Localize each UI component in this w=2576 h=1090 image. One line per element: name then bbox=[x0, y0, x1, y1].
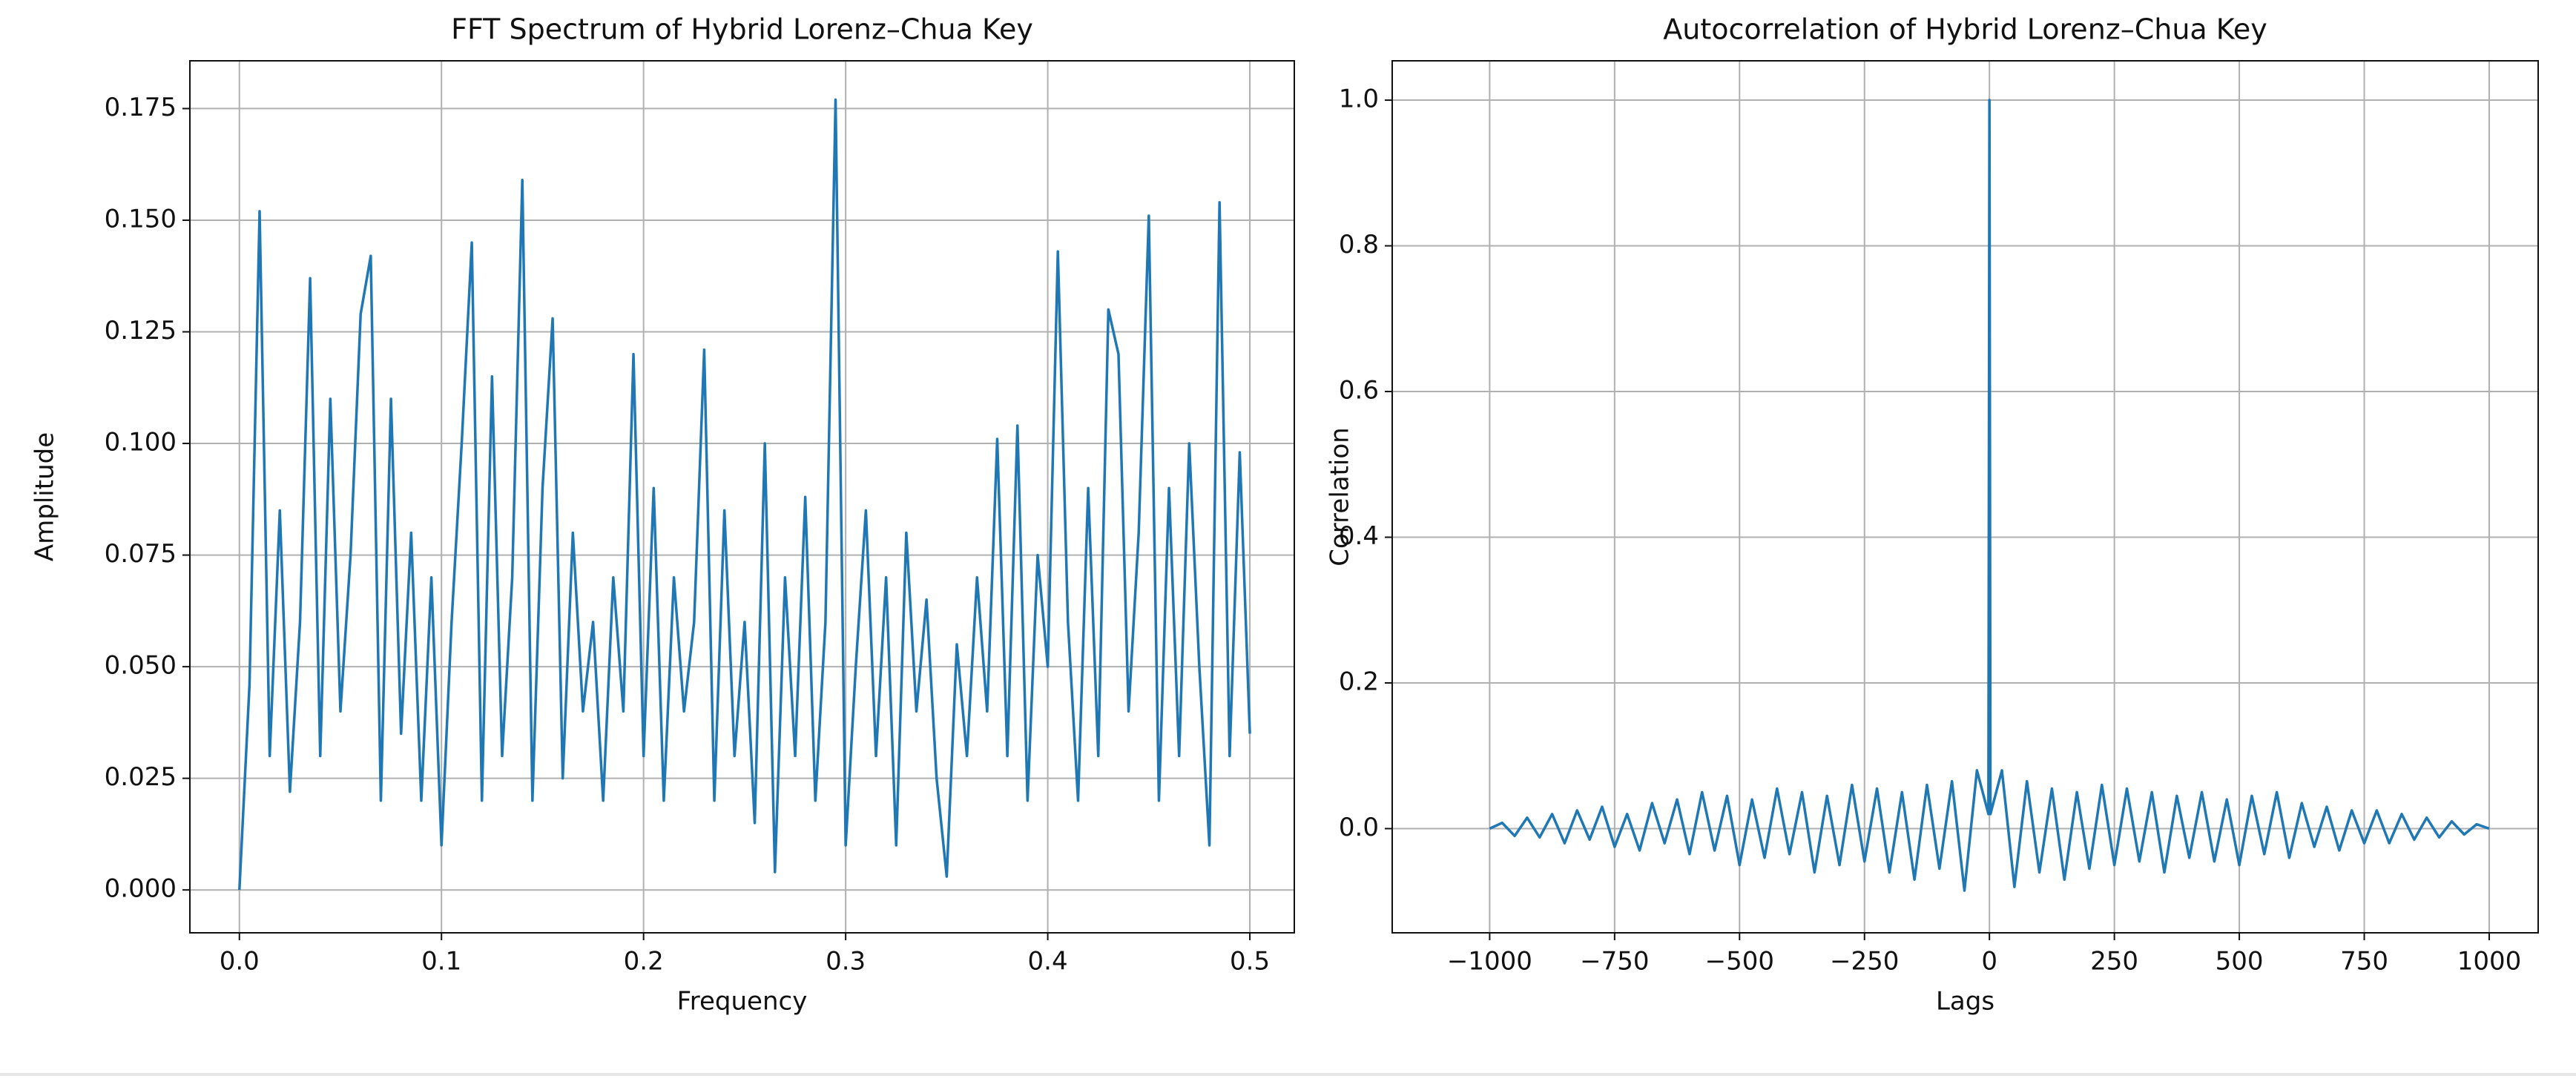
y-tick-label: 0.050 bbox=[105, 651, 177, 681]
chart-title: Autocorrelation of Hybrid Lorenz–Chua Ke… bbox=[1663, 13, 2267, 46]
x-axis-label: Lags bbox=[1936, 987, 1994, 1017]
x-tick-label: −250 bbox=[1830, 947, 1899, 977]
x-tick-label: 0 bbox=[1981, 947, 1997, 977]
data-line bbox=[1489, 99, 2490, 892]
x-tick-label: 750 bbox=[2340, 947, 2388, 977]
x-axis-label: Frequency bbox=[677, 987, 808, 1017]
y-tick-label: 0.100 bbox=[105, 428, 177, 458]
y-axis-label: Amplitude bbox=[30, 432, 60, 561]
y-tick-label: 0.175 bbox=[105, 93, 177, 122]
y-axis-label: Correlation bbox=[1325, 427, 1355, 566]
plot-frame bbox=[1391, 60, 2539, 934]
x-tick-label: −500 bbox=[1705, 947, 1774, 977]
x-tick-label: 0.3 bbox=[826, 947, 866, 977]
y-tick-label: 0.125 bbox=[105, 316, 177, 346]
plot-frame bbox=[189, 60, 1295, 934]
x-tick-label: 0.1 bbox=[421, 947, 461, 977]
chart-title: FFT Spectrum of Hybrid Lorenz–Chua Key bbox=[451, 13, 1033, 46]
y-tick-label: 0.025 bbox=[105, 762, 177, 792]
x-tick-label: 0.5 bbox=[1230, 947, 1270, 977]
y-tick-label: 0.0 bbox=[1339, 813, 1379, 842]
x-tick-label: 1000 bbox=[2457, 947, 2522, 977]
data-line bbox=[238, 98, 1251, 891]
y-tick-label: 0.4 bbox=[1339, 521, 1379, 551]
y-tick-label: 0.000 bbox=[105, 874, 177, 904]
y-tick-label: 0.8 bbox=[1339, 230, 1379, 260]
y-tick-label: 0.150 bbox=[105, 204, 177, 234]
x-tick-label: −1000 bbox=[1447, 947, 1532, 977]
x-tick-label: 250 bbox=[2090, 947, 2138, 977]
y-tick-label: 1.0 bbox=[1339, 85, 1379, 114]
x-tick-label: −750 bbox=[1580, 947, 1649, 977]
x-tick-label: 0.4 bbox=[1028, 947, 1068, 977]
x-tick-label: 0.0 bbox=[220, 947, 260, 977]
y-tick-label: 0.6 bbox=[1339, 376, 1379, 406]
y-tick-label: 0.075 bbox=[105, 539, 177, 569]
x-tick-label: 0.2 bbox=[624, 947, 664, 977]
x-tick-label: 500 bbox=[2216, 947, 2264, 977]
y-tick-label: 0.2 bbox=[1339, 667, 1379, 697]
